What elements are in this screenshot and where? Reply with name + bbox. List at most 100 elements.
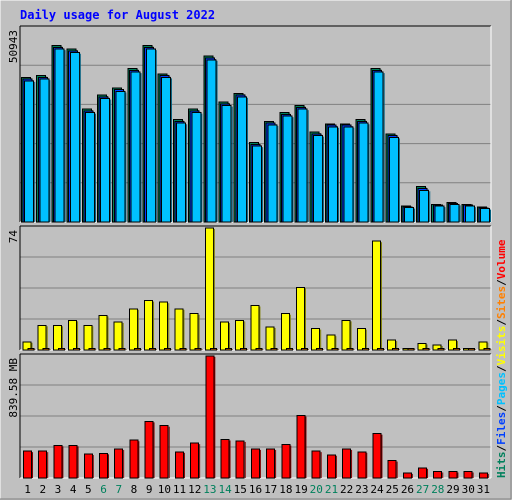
bar-pages-day-7 bbox=[115, 90, 126, 223]
x-axis-day-labels: 1 2 3 4 5 6 7 8 9 10 11 12 13 14 15 16 17 18 19 20 21 22 23 24 2… bbox=[24, 483, 490, 496]
x-tick-label-day-19: 19 bbox=[294, 483, 307, 496]
legend-item-6: Visits bbox=[495, 326, 508, 366]
bar-sites-day-2 bbox=[42, 347, 50, 351]
bar-visits-day-14 bbox=[220, 321, 230, 351]
bar-pages-day-24 bbox=[373, 71, 384, 223]
bar-visits-day-3 bbox=[52, 324, 62, 351]
x-tick-label-day-2: 2 bbox=[39, 483, 46, 496]
bar-pages-day-10 bbox=[160, 76, 171, 223]
bar-visits-day-27 bbox=[417, 342, 427, 351]
bar-visits-day-23 bbox=[356, 328, 366, 351]
bar-pages-day-8 bbox=[130, 71, 141, 223]
bar-pages-day-11 bbox=[176, 122, 187, 223]
bar-sites-day-25 bbox=[392, 347, 400, 351]
bar-visits-day-15 bbox=[235, 319, 245, 351]
panel-visits-sites: 74 bbox=[7, 225, 492, 351]
bar-pages-day-28 bbox=[434, 205, 445, 223]
bar-visits-day-25 bbox=[387, 339, 397, 351]
bar-pages-day-18 bbox=[282, 115, 293, 223]
bar-visits-day-22 bbox=[341, 319, 351, 351]
bar-sites-day-1 bbox=[27, 347, 35, 351]
bar-volume-day-19 bbox=[296, 415, 306, 479]
x-tick-label-day-24: 24 bbox=[370, 483, 384, 496]
x-tick-label-day-8: 8 bbox=[131, 483, 138, 496]
bar-sites-day-8 bbox=[133, 347, 141, 351]
x-tick-label-day-18: 18 bbox=[279, 483, 292, 496]
bar-sites-day-15 bbox=[240, 347, 248, 351]
legend-item-4: Pages bbox=[495, 372, 508, 405]
bar-pages-day-5 bbox=[84, 112, 95, 223]
bar-sites-day-10 bbox=[164, 347, 172, 351]
bar-sites-day-18 bbox=[285, 347, 293, 351]
bar-sites-day-28 bbox=[437, 347, 445, 351]
y-max-label: 74 bbox=[7, 230, 20, 244]
legend-item-2: Files bbox=[495, 412, 508, 445]
x-tick-label-day-4: 4 bbox=[70, 483, 77, 496]
bar-sites-day-17 bbox=[270, 347, 278, 351]
bar-visits-day-20 bbox=[311, 328, 321, 351]
bar-volume-day-3 bbox=[53, 444, 63, 479]
bar-pages-day-2 bbox=[39, 78, 50, 223]
bar-volume-day-9 bbox=[144, 420, 154, 479]
bar-pages-day-26 bbox=[404, 207, 415, 223]
bar-volume-day-30 bbox=[463, 470, 473, 479]
legend-item-1: / bbox=[495, 445, 508, 452]
bar-sites-day-23 bbox=[361, 347, 369, 351]
x-tick-label-day-15: 15 bbox=[234, 483, 247, 496]
bar-volume-day-2 bbox=[38, 450, 48, 479]
legend-item-9: / bbox=[495, 279, 508, 286]
bar-pages-day-4 bbox=[69, 52, 80, 223]
x-tick-label-day-25: 25 bbox=[386, 483, 399, 496]
x-tick-label-day-28: 28 bbox=[431, 483, 444, 496]
x-tick-label-day-16: 16 bbox=[249, 483, 262, 496]
bar-volume-day-18 bbox=[281, 444, 291, 479]
x-tick-label-day-9: 9 bbox=[146, 483, 153, 496]
bar-pages-day-17 bbox=[267, 124, 278, 223]
bar-sites-day-16 bbox=[255, 347, 263, 351]
bar-pages-day-12 bbox=[191, 112, 202, 223]
bar-sites-day-14 bbox=[225, 347, 233, 351]
bar-visits-day-29 bbox=[447, 339, 457, 351]
bar-visits-day-19 bbox=[295, 286, 305, 351]
bar-sites-day-7 bbox=[118, 347, 126, 351]
x-tick-label-day-13: 13 bbox=[203, 483, 216, 496]
bar-visits-day-17 bbox=[265, 326, 275, 351]
x-tick-label-day-6: 6 bbox=[100, 483, 107, 496]
panel-hits-files-pages: 50943 bbox=[7, 25, 492, 223]
bar-volume-day-22 bbox=[342, 448, 352, 479]
bar-pages-day-21 bbox=[328, 126, 339, 223]
bar-visits-day-28 bbox=[432, 344, 442, 351]
x-tick-label-day-31: 31 bbox=[477, 483, 490, 496]
x-tick-label-day-27: 27 bbox=[416, 483, 429, 496]
bar-visits-day-5 bbox=[83, 324, 93, 351]
bar-volume-day-7 bbox=[114, 448, 124, 479]
bar-volume-day-21 bbox=[326, 454, 336, 479]
bar-volume-day-23 bbox=[357, 451, 367, 479]
bar-sites-day-20 bbox=[316, 347, 324, 351]
bar-volume-day-17 bbox=[266, 448, 276, 479]
x-tick-label-day-26: 26 bbox=[401, 483, 414, 496]
bar-visits-day-16 bbox=[250, 304, 260, 351]
x-tick-label-day-29: 29 bbox=[446, 483, 459, 496]
x-tick-label-day-3: 3 bbox=[55, 483, 62, 496]
bar-volume-day-12 bbox=[190, 442, 200, 479]
legend-item-10: Volume bbox=[495, 239, 508, 279]
bar-pages-day-13 bbox=[206, 59, 217, 223]
bar-visits-day-21 bbox=[326, 334, 336, 351]
bar-visits-day-4 bbox=[68, 319, 78, 351]
bar-sites-day-21 bbox=[331, 347, 339, 351]
x-tick-label-day-11: 11 bbox=[173, 483, 186, 496]
bar-sites-day-6 bbox=[103, 347, 111, 351]
bar-pages-day-6 bbox=[100, 98, 111, 223]
bar-visits-day-7 bbox=[113, 321, 123, 351]
bar-sites-day-13 bbox=[209, 347, 217, 351]
bar-visits-day-11 bbox=[174, 308, 184, 351]
bar-pages-day-30 bbox=[464, 205, 475, 223]
bar-volume-day-20 bbox=[311, 450, 321, 479]
bar-pages-day-1 bbox=[24, 80, 35, 223]
bar-pages-day-9 bbox=[145, 48, 156, 223]
bar-pages-day-14 bbox=[221, 105, 232, 223]
bar-volume-day-8 bbox=[129, 439, 139, 479]
legend-item-8: Sites bbox=[495, 286, 508, 319]
